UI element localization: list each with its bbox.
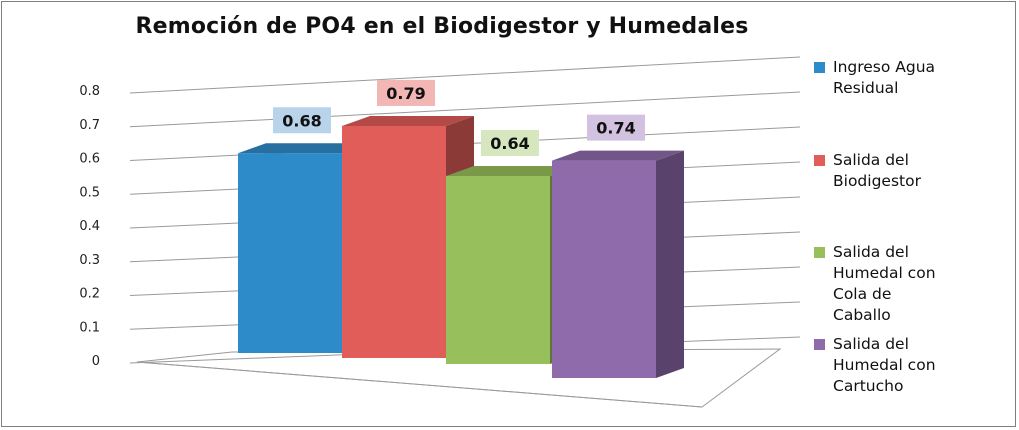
data-label-box	[377, 79, 435, 106]
y-tick-label: 0.8	[79, 84, 100, 99]
legend-item: Ingreso Agua Residual	[814, 57, 1003, 99]
y-tick-label: 0.6	[79, 152, 100, 167]
bar	[342, 125, 446, 358]
legend-item: Salida del Humedal con Cartucho	[814, 334, 1003, 397]
bar	[446, 176, 550, 364]
bar-top	[446, 166, 578, 176]
legend-label: Salida del Humedal con Cola de Caballo	[833, 243, 936, 324]
bar	[238, 153, 342, 353]
y-tick-label: 0.1	[79, 320, 100, 335]
gridline	[129, 91, 801, 128]
bar-side	[656, 150, 684, 378]
gridline	[129, 56, 801, 94]
legend-label: Ingreso Agua Residual	[833, 58, 936, 97]
legend-swatch	[814, 339, 825, 350]
legend-label: Salida del Biodigestor	[833, 151, 921, 190]
data-label: 0.64	[490, 134, 529, 153]
legend-item: Salida del Biodigestor	[814, 150, 1003, 192]
y-tick-label: 0.4	[79, 219, 100, 234]
data-label-box	[273, 107, 331, 134]
y-tick-label: 0.7	[79, 118, 100, 133]
legend-swatch	[814, 62, 825, 73]
data-label: 0.74	[596, 119, 635, 138]
bar-top	[238, 143, 370, 154]
y-tick-label: 0.2	[79, 287, 100, 302]
floor-front-edge	[136, 361, 703, 408]
chart-title: Remoción de PO4 en el Biodigestor y Hume…	[135, 14, 749, 39]
bar-top	[342, 115, 474, 126]
legend-item: Salida del Humedal con Cola de Caballo	[814, 242, 1003, 326]
data-label-box	[587, 114, 645, 141]
data-label: 0.79	[386, 84, 425, 103]
legend: Ingreso Agua Residual Salida del Biodiges…	[814, 2, 1014, 428]
bar	[552, 160, 656, 378]
y-tick-label: 0.3	[79, 253, 100, 268]
y-tick-label: 0	[92, 354, 100, 369]
legend-swatch	[814, 247, 825, 258]
legend-label: Salida del Humedal con Cartucho	[833, 335, 936, 395]
data-label: 0.68	[282, 111, 321, 130]
legend-swatch	[814, 155, 825, 166]
bar-top	[552, 150, 684, 161]
y-tick-label: 0.5	[79, 185, 100, 200]
data-label-box	[481, 130, 539, 156]
